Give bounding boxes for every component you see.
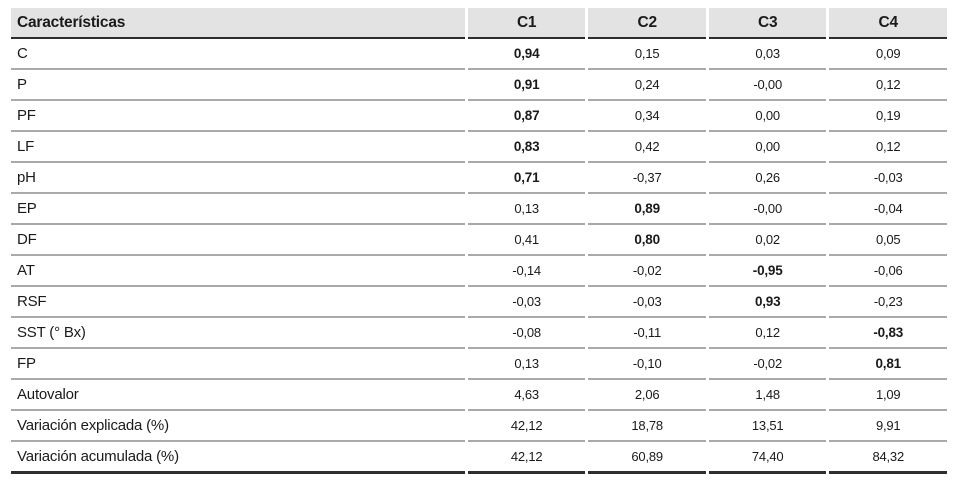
- cell-value: 0,15: [588, 39, 706, 70]
- cell-value: -0,02: [708, 349, 827, 380]
- cell-value: 18,78: [588, 411, 706, 442]
- cell-value: 0,83: [467, 132, 586, 163]
- table-row: FP 0,13 -0,10 -0,02 0,81: [11, 349, 947, 380]
- cell-value: -0,03: [829, 163, 947, 194]
- cell-value: 1,09: [829, 380, 947, 411]
- cell-value: 0,05: [829, 225, 947, 256]
- table-row: Variación explicada (%) 42,12 18,78 13,51 9,…: [11, 411, 947, 442]
- cell-value: 0,81: [829, 349, 947, 380]
- cell-value: -0,23: [829, 287, 947, 318]
- table-header: Características C1 C2 C3 C4: [11, 8, 947, 39]
- header-cell-c4: C4: [829, 8, 947, 39]
- cell-value: 0,00: [708, 132, 827, 163]
- cell-value: -0,08: [467, 318, 586, 349]
- table-row: P 0,91 0,24 -0,00 0,12: [11, 70, 947, 101]
- row-label: EP: [11, 194, 465, 225]
- cell-value: 1,48: [708, 380, 827, 411]
- cell-value: 0,13: [467, 194, 586, 225]
- row-label: AT: [11, 256, 465, 287]
- header-cell-c1: C1: [467, 8, 586, 39]
- cell-value: -0,95: [708, 256, 827, 287]
- row-label: RSF: [11, 287, 465, 318]
- cell-value: 84,32: [829, 442, 947, 474]
- table-row: pH 0,71 -0,37 0,26 -0,03: [11, 163, 947, 194]
- cell-value: 0,42: [588, 132, 706, 163]
- table-row: C 0,94 0,15 0,03 0,09: [11, 39, 947, 70]
- row-label: Autovalor: [11, 380, 465, 411]
- factor-loadings-table-container: Características C1 C2 C3 C4 C 0,94 0,15 0,0…: [8, 8, 950, 474]
- cell-value: 2,06: [588, 380, 706, 411]
- cell-value: 0,19: [829, 101, 947, 132]
- cell-value: 0,09: [829, 39, 947, 70]
- header-cell-c3: C3: [708, 8, 827, 39]
- cell-value: -0,10: [588, 349, 706, 380]
- cell-value: 0,24: [588, 70, 706, 101]
- cell-value: 0,03: [708, 39, 827, 70]
- cell-value: 0,12: [829, 132, 947, 163]
- table-row: AT -0,14 -0,02 -0,95 -0,06: [11, 256, 947, 287]
- cell-value: 0,87: [467, 101, 586, 132]
- row-label: P: [11, 70, 465, 101]
- cell-value: 0,12: [708, 318, 827, 349]
- cell-value: 13,51: [708, 411, 827, 442]
- cell-value: -0,06: [829, 256, 947, 287]
- table-row: Variación acumulada (%) 42,12 60,89 74,40 84…: [11, 442, 947, 474]
- cell-value: -0,03: [467, 287, 586, 318]
- cell-value: 0,71: [467, 163, 586, 194]
- cell-value: -0,37: [588, 163, 706, 194]
- cell-value: -0,14: [467, 256, 586, 287]
- table-row: EP 0,13 0,89 -0,00 -0,04: [11, 194, 947, 225]
- table-row: DF 0,41 0,80 0,02 0,05: [11, 225, 947, 256]
- cell-value: 0,93: [708, 287, 827, 318]
- cell-value: 42,12: [467, 411, 586, 442]
- cell-value: 4,63: [467, 380, 586, 411]
- table-body: C 0,94 0,15 0,03 0,09 P 0,91 0,24 -0,00 0,12 PF 0,8…: [11, 39, 947, 474]
- table-row: LF 0,83 0,42 0,00 0,12: [11, 132, 947, 163]
- cell-value: 9,91: [829, 411, 947, 442]
- cell-value: 0,34: [588, 101, 706, 132]
- cell-value: -0,11: [588, 318, 706, 349]
- cell-value: -0,00: [708, 194, 827, 225]
- table-row: PF 0,87 0,34 0,00 0,19: [11, 101, 947, 132]
- cell-value: 0,12: [829, 70, 947, 101]
- table-row: Autovalor 4,63 2,06 1,48 1,09: [11, 380, 947, 411]
- row-label: PF: [11, 101, 465, 132]
- cell-value: 0,91: [467, 70, 586, 101]
- header-cell-features: Características: [11, 8, 465, 39]
- cell-value: 0,00: [708, 101, 827, 132]
- cell-value: 0,94: [467, 39, 586, 70]
- cell-value: 0,26: [708, 163, 827, 194]
- row-label: FP: [11, 349, 465, 380]
- cell-value: 74,40: [708, 442, 827, 474]
- cell-value: 0,13: [467, 349, 586, 380]
- table-row: RSF -0,03 -0,03 0,93 -0,23: [11, 287, 947, 318]
- row-label: LF: [11, 132, 465, 163]
- cell-value: 0,02: [708, 225, 827, 256]
- row-label: Variación acumulada (%): [11, 442, 465, 474]
- cell-value: 60,89: [588, 442, 706, 474]
- row-label: DF: [11, 225, 465, 256]
- row-label: Variación explicada (%): [11, 411, 465, 442]
- row-label: SST (° Bx): [11, 318, 465, 349]
- table-row: SST (° Bx) -0,08 -0,11 0,12 -0,83: [11, 318, 947, 349]
- cell-value: -0,02: [588, 256, 706, 287]
- cell-value: 0,41: [467, 225, 586, 256]
- cell-value: 42,12: [467, 442, 586, 474]
- cell-value: -0,03: [588, 287, 706, 318]
- row-label: C: [11, 39, 465, 70]
- cell-value: 0,80: [588, 225, 706, 256]
- row-label: pH: [11, 163, 465, 194]
- cell-value: -0,00: [708, 70, 827, 101]
- factor-loadings-table: Características C1 C2 C3 C4 C 0,94 0,15 0,0…: [8, 8, 950, 474]
- cell-value: 0,89: [588, 194, 706, 225]
- cell-value: -0,83: [829, 318, 947, 349]
- header-row: Características C1 C2 C3 C4: [11, 8, 947, 39]
- cell-value: -0,04: [829, 194, 947, 225]
- header-cell-c2: C2: [588, 8, 706, 39]
